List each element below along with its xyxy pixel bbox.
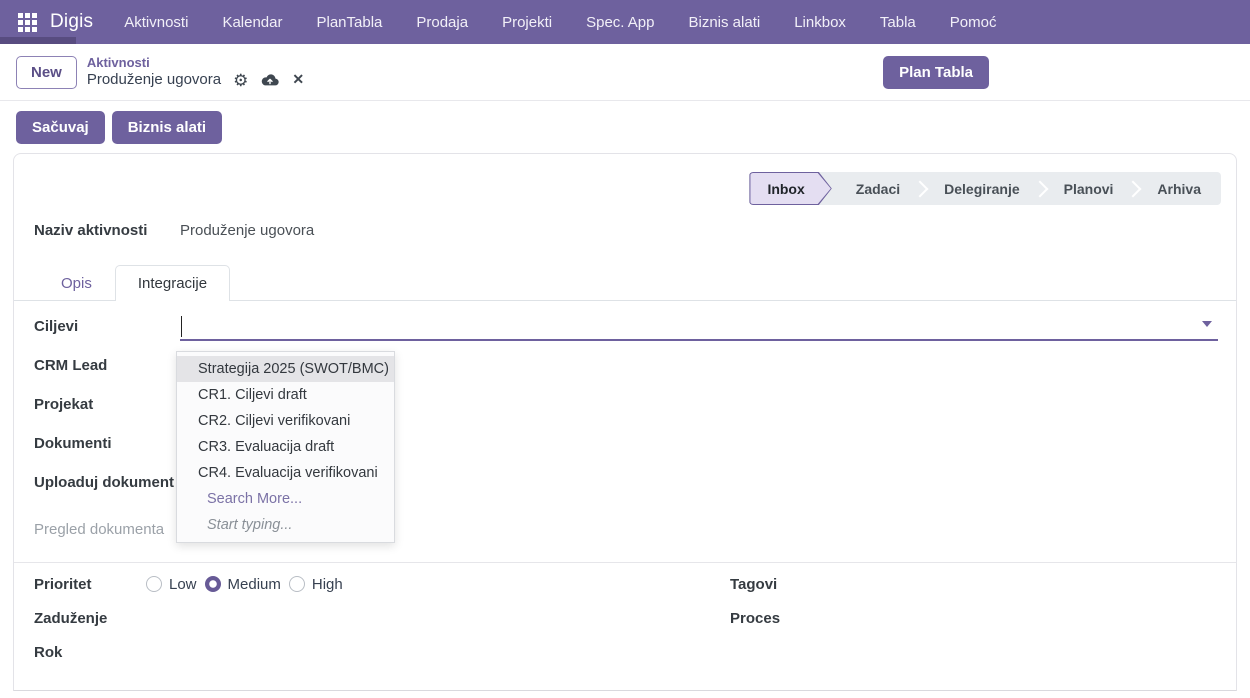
- bottom-left-column: Prioritet Low Medium High: [34, 567, 626, 669]
- prioritet-radio-group: Low Medium High: [146, 576, 343, 593]
- field-row-pregled-dokumenta: Pregled dokumenta: [34, 517, 1218, 556]
- proces-label: Proces: [730, 609, 781, 627]
- form-sheet: Inbox Zadaci Delegiranje Planovi Arhiva …: [13, 153, 1237, 691]
- naziv-aktivnosti-value[interactable]: Produženje ugovora: [180, 222, 315, 239]
- statusbar: Inbox Zadaci Delegiranje Planovi Arhiva: [749, 172, 1221, 205]
- field-row-zaduzenje: Zaduženje: [34, 601, 626, 635]
- active-app-indicator: [0, 37, 76, 47]
- field-row-proces: Proces: [730, 601, 1218, 635]
- radio-medium[interactable]: Medium: [204, 575, 281, 593]
- breadcrumb-current: Produženje ugovora: [86, 70, 222, 88]
- new-button[interactable]: New: [16, 55, 77, 89]
- menu-item-biznis-alati[interactable]: Biznis alati: [688, 13, 761, 31]
- menu-item-linkbox[interactable]: Linkbox: [794, 13, 846, 31]
- statusbar-step-planovi[interactable]: Planovi: [1040, 172, 1142, 205]
- field-row-dokumenti: Dokumenti: [34, 431, 1218, 470]
- zaduzenje-label: Zaduženje: [34, 609, 108, 627]
- rok-label: Rok: [34, 643, 63, 661]
- breadcrumb-parent-link[interactable]: Aktivnosti: [86, 54, 150, 70]
- menu-item-kalendar[interactable]: Kalendar: [222, 13, 283, 31]
- field-row-tagovi: Tagovi: [730, 567, 1218, 601]
- radio-medium-label: Medium: [227, 575, 281, 593]
- naziv-aktivnosti-label: Naziv aktivnosti: [34, 222, 148, 239]
- statusbar-step-zadaci[interactable]: Zadaci: [832, 172, 929, 205]
- uploaduj-dokument-label: Uploaduj dokument: [34, 474, 174, 491]
- form-action-buttons: Sačuvaj Biznis alati: [0, 101, 1250, 153]
- menu-item-pomoc[interactable]: Pomoć: [949, 13, 997, 31]
- tagovi-label: Tagovi: [730, 575, 778, 593]
- statusbar-step-arhiva[interactable]: Arhiva: [1157, 180, 1201, 197]
- save-button[interactable]: Sačuvaj: [16, 110, 105, 144]
- statusbar-step-inbox[interactable]: Inbox: [749, 172, 831, 205]
- radio-circle: [146, 576, 162, 592]
- field-row-prioritet: Prioritet Low Medium High: [34, 567, 626, 601]
- radio-low[interactable]: Low: [146, 576, 197, 593]
- radio-high[interactable]: High: [288, 575, 343, 593]
- ciljevi-input[interactable]: [180, 314, 1218, 341]
- field-row-uploaduj-dokument: Uploaduj dokument: [34, 470, 1218, 509]
- top-navbar: Digis Aktivnosti Kalendar PlanTabla Prod…: [0, 0, 1250, 47]
- integracije-tab-content: Ciljevi Strategija 2025 (SWOT/BMC) CR1. …: [34, 314, 1218, 556]
- projekat-label: Projekat: [34, 396, 94, 413]
- apps-grid-icon: [17, 12, 37, 32]
- notebook-tabs: Opis Integracije: [14, 262, 1236, 301]
- dropdown-option-cr2[interactable]: CR2. Ciljevi verifikovani: [198, 413, 351, 429]
- breadcrumb: Aktivnosti Produženje ugovora ⚙ ✕: [87, 55, 304, 90]
- dropdown-start-typing: Start typing...: [207, 517, 293, 533]
- text-cursor: [181, 316, 182, 337]
- main-menu: Aktivnosti Kalendar PlanTabla Prodaja Pr…: [107, 0, 1013, 44]
- close-icon[interactable]: ✕: [292, 71, 305, 88]
- dropdown-option-strategija[interactable]: Strategija 2025 (SWOT/BMC): [177, 356, 394, 382]
- dropdown-option-cr1[interactable]: CR1. Ciljevi draft: [198, 387, 307, 403]
- tab-opis[interactable]: Opis: [61, 275, 92, 292]
- apps-menu-button[interactable]: [10, 0, 44, 44]
- cloud-upload-icon[interactable]: [261, 73, 280, 87]
- field-row-projekat: Projekat: [34, 392, 1218, 431]
- bottom-field-group: Prioritet Low Medium High: [34, 567, 1218, 669]
- dropdown-option-cr4[interactable]: CR4. Evaluacija verifikovani: [198, 465, 378, 481]
- pregled-dokumenta-label: Pregled dokumenta: [34, 521, 165, 538]
- tab-integracije[interactable]: Integracije: [114, 265, 231, 301]
- menu-item-tabla[interactable]: Tabla: [879, 13, 916, 31]
- menu-item-aktivnosti[interactable]: Aktivnosti: [124, 13, 189, 31]
- crm-lead-label: CRM Lead: [34, 357, 108, 374]
- brand-title[interactable]: Digis: [50, 11, 94, 32]
- ciljevi-label: Ciljevi: [34, 318, 79, 335]
- radio-circle-selected: [204, 576, 221, 592]
- bottom-right-column: Tagovi Proces: [626, 567, 1218, 669]
- radio-low-label: Low: [169, 575, 197, 593]
- menu-item-prodaja[interactable]: Prodaja: [416, 13, 469, 31]
- field-row-crm-lead: CRM Lead: [34, 353, 1218, 392]
- menu-item-spec-app[interactable]: Spec. App: [586, 13, 655, 31]
- biznis-alati-button[interactable]: Biznis alati: [111, 110, 223, 144]
- dropdown-option-cr3[interactable]: CR3. Evaluacija draft: [198, 439, 335, 455]
- section-divider: [14, 562, 1236, 563]
- field-row-ciljevi: Ciljevi Strategija 2025 (SWOT/BMC) CR1. …: [34, 314, 1218, 543]
- statusbar-step-delegiranje[interactable]: Delegiranje: [920, 172, 1049, 205]
- radio-high-label: High: [311, 575, 343, 593]
- plan-tabla-button[interactable]: Plan Tabla: [883, 55, 989, 89]
- menu-item-plantabla[interactable]: PlanTabla: [316, 13, 383, 31]
- dropdown-search-more[interactable]: Search More...: [207, 491, 303, 507]
- dokumenti-label: Dokumenti: [34, 435, 112, 452]
- gear-icon[interactable]: ⚙: [233, 70, 249, 90]
- control-panel: New Aktivnosti Produženje ugovora ⚙ ✕ Pl…: [0, 44, 1250, 101]
- naziv-aktivnosti-row: Naziv aktivnosti Produženje ugovora: [34, 222, 314, 239]
- chevron-down-icon[interactable]: [1202, 321, 1212, 327]
- prioritet-label: Prioritet: [34, 575, 92, 593]
- field-row-rok: Rok: [34, 635, 626, 669]
- radio-circle: [288, 576, 305, 592]
- ciljevi-autocomplete-dropdown: Strategija 2025 (SWOT/BMC) CR1. Ciljevi …: [176, 351, 395, 543]
- menu-item-projekti[interactable]: Projekti: [502, 13, 553, 31]
